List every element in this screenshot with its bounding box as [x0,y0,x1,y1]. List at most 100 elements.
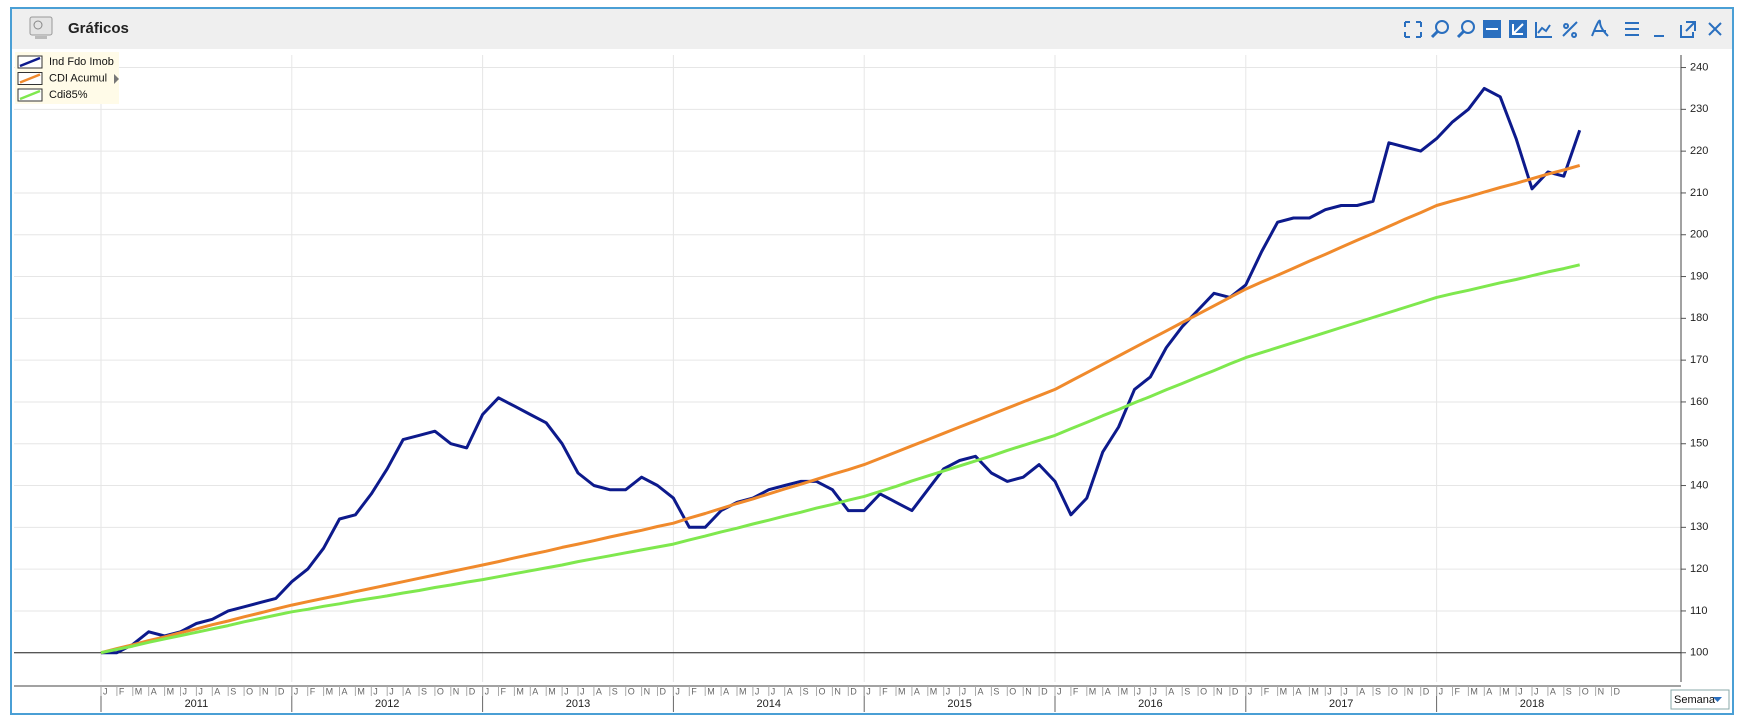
year-label: 2013 [566,698,590,710]
year-label: 2018 [1520,698,1544,710]
y-tick-label: 200 [1690,229,1708,241]
app-icon [29,16,53,39]
month-label: J [1137,686,1142,696]
y-tick-label: 130 [1690,521,1708,533]
month-label: N [1025,686,1032,696]
icon[interactable] [1456,29,1466,39]
interval-label[interactable]: Semana [1674,694,1716,706]
interval-box[interactable] [1670,689,1730,710]
month-label: F [882,686,888,696]
month-label: F [501,686,507,696]
toolbar-button[interactable] [1708,22,1722,36]
month-label: F [1073,686,1079,696]
toolbar-button[interactable] [1680,21,1696,38]
month-label: N [1598,686,1605,696]
y-tick-label: 110 [1690,605,1708,617]
icon[interactable] [1708,22,1722,36]
icon[interactable] [1430,29,1440,39]
month-label: D [278,686,285,696]
month-label: M [930,686,938,696]
icon[interactable] [1461,20,1475,34]
icon[interactable] [1591,19,1609,37]
dropdown-arrow[interactable] [1713,697,1722,702]
icon[interactable] [1680,21,1696,38]
month-label: J [389,686,394,696]
toolbar-button[interactable] [1404,21,1422,38]
month-label: J [1439,686,1444,696]
toolbar-button[interactable] [1483,20,1501,38]
window-title: Gráficos [68,20,129,37]
month-label: O [1391,686,1398,696]
toolbar-button[interactable] [1430,20,1449,39]
month-label: A [1486,686,1492,696]
month-label: N [1216,686,1223,696]
year-label: 2012 [375,698,399,710]
icon[interactable] [1625,22,1639,36]
icon[interactable] [1435,20,1449,34]
month-label: J [294,686,299,696]
interval-select[interactable]: Semana [1670,689,1730,710]
icon[interactable] [1512,23,1524,35]
icon[interactable] [1404,21,1422,38]
month-label: S [803,686,809,696]
year-label: 2017 [1329,698,1353,710]
month-label: S [1566,686,1572,696]
month-label: A [405,686,411,696]
month-label: J [1518,686,1523,696]
month-label: O [628,686,635,696]
month-label: F [1455,686,1461,696]
toolbar-button[interactable] [1591,19,1609,37]
month-label: J [946,686,951,696]
toolbar-button[interactable] [1625,22,1639,36]
month-label: D [850,686,857,696]
month-label: A [723,686,729,696]
legend: Ind Fdo Imob CDI Acumul Cdi85% [15,52,119,104]
month-label: A [914,686,920,696]
month-label: O [437,686,444,696]
legend-swatch [19,56,41,68]
toolbar-button[interactable] [1562,21,1578,38]
month-label: A [1359,686,1365,696]
legend-label: Cdi85% [49,89,88,101]
icon[interactable] [1562,21,1578,38]
month-label: O [1009,686,1016,696]
y-tick-label: 190 [1690,270,1708,282]
y-tick-label: 150 [1690,438,1708,450]
month-label: M [548,686,556,696]
month-label: S [612,686,618,696]
legend-arrow[interactable] [114,74,119,84]
month-label: A [1168,686,1174,696]
month-label: S [993,686,999,696]
month-label: M [167,686,175,696]
month-label: S [1375,686,1381,696]
month-label: J [198,686,203,696]
window-frame [10,7,1734,715]
y-tick-label: 240 [1690,61,1708,73]
month-label: D [1041,686,1048,696]
month-label: M [739,686,747,696]
year-label: 2015 [947,698,971,710]
month-label: A [214,686,220,696]
month-label: F [1264,686,1270,696]
month-label: J [564,686,569,696]
toolbar-button[interactable] [1456,20,1475,39]
month-label: J [1057,686,1062,696]
month-label: J [485,686,490,696]
month-label: O [1200,686,1207,696]
month-label: D [1232,686,1239,696]
toolbar-button[interactable] [1535,22,1552,38]
y-tick-label: 210 [1690,187,1708,199]
month-label: J [962,686,967,696]
month-label: J [580,686,585,696]
toolbar-button[interactable] [1509,20,1527,38]
y-tick-label: 180 [1690,312,1708,324]
icon[interactable] [1535,22,1552,38]
month-label: O [1582,686,1589,696]
month-label: S [230,686,236,696]
month-label: D [1423,686,1430,696]
month-label: A [787,686,793,696]
series-line [100,263,1581,655]
month-label: M [1280,686,1288,696]
month-label: A [1550,686,1556,696]
